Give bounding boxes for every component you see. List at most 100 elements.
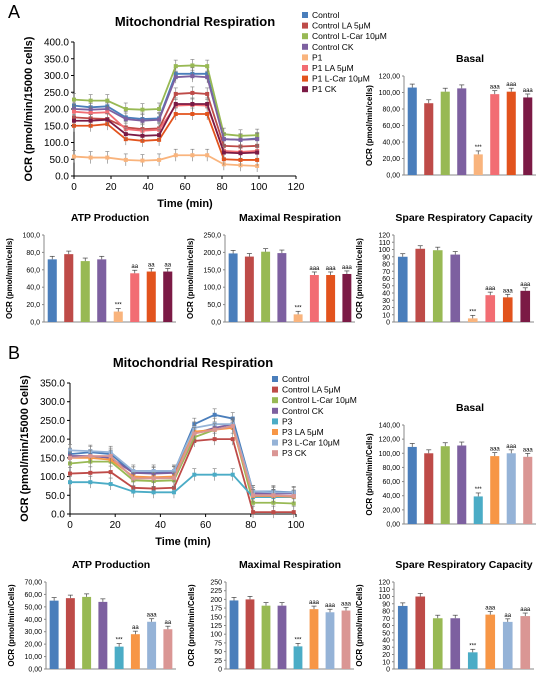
y-tick-label: 60,00: [382, 479, 400, 486]
legend-swatch: [272, 397, 278, 404]
data-point: [72, 97, 76, 102]
significance-label: ***: [295, 305, 303, 311]
data-point: [131, 489, 136, 494]
y-tick-label: 40: [382, 291, 390, 298]
data-point: [157, 107, 162, 111]
data-point: [230, 437, 235, 442]
data-point: [108, 470, 113, 475]
data-point: [173, 91, 178, 96]
significance-label: aa: [504, 613, 511, 619]
y-tick-label: 150: [210, 614, 222, 621]
y-axis-label: OCR (pmol/min/15000 Cells): [19, 375, 31, 522]
y-tick-label: 125: [210, 623, 222, 630]
y-tick-label: 400.0: [44, 38, 69, 49]
data-point: [140, 107, 145, 112]
y-tick-label: 200.0: [44, 105, 69, 116]
bar: [397, 256, 408, 322]
chart-title: Spare Respiratory Capacity: [395, 559, 532, 571]
significance-label: aaa: [326, 266, 337, 272]
y-tick-label: 110: [379, 240, 390, 247]
bar: [97, 259, 107, 322]
series-line: [74, 103, 258, 155]
y-tick-label: 80,00: [382, 107, 400, 114]
y-tick-label: 20: [382, 652, 390, 659]
significance-label: aaa: [523, 88, 534, 94]
y-tick-label: 120,00: [379, 437, 401, 444]
y-axis-label: OCR (pmol/min/cells): [365, 85, 374, 166]
x-axis-label: Time (min): [157, 198, 213, 210]
bar: [506, 91, 516, 175]
data-point: [190, 101, 195, 106]
data-point: [123, 132, 128, 137]
y-tick-label: 10: [382, 312, 390, 319]
legend-entry: Control CK: [282, 406, 324, 416]
bar: [80, 261, 90, 322]
significance-label: aaa: [485, 286, 496, 292]
data-point: [173, 101, 178, 106]
legend-swatch: [302, 12, 308, 18]
y-tick-label: 90: [382, 254, 390, 261]
y-tick-label: 70: [382, 616, 390, 623]
data-point: [192, 431, 197, 436]
y-tick-label: 30: [382, 298, 390, 305]
data-point: [238, 157, 243, 162]
data-point: [171, 468, 176, 473]
significance-label: aaa: [485, 606, 496, 612]
line-chart-A-time: Mitochondrial Respiration 0.0 50.0 100.0 150…: [23, 10, 387, 210]
bar-chart-A-atp: ATP Production 0,0 20,0 40,0 60,0 80,0 100,0 OC…: [5, 212, 176, 327]
data-point: [88, 470, 93, 475]
significance-label: ***: [116, 638, 124, 644]
data-point: [251, 493, 256, 498]
bar: [114, 646, 124, 669]
bar: [450, 618, 461, 669]
legend-swatch: [302, 33, 308, 40]
x-tick-label: 100: [251, 182, 268, 193]
data-point: [291, 501, 296, 506]
legend-entry: Control CK: [312, 42, 354, 52]
significance-label: aaa: [506, 444, 517, 450]
data-point: [173, 64, 178, 69]
bar: [245, 599, 255, 669]
data-point: [88, 111, 93, 116]
bar: [228, 253, 238, 322]
y-tick-label: 40,00: [382, 493, 400, 500]
legend-entry: Control: [282, 374, 310, 384]
bar: [407, 87, 417, 175]
data-point: [140, 158, 145, 163]
y-tick-label: 40: [382, 638, 390, 645]
bar: [326, 275, 336, 322]
bar: [523, 97, 533, 175]
bar: [147, 621, 157, 669]
bar: [47, 259, 57, 322]
legend-entry: P3: [282, 416, 293, 426]
series-p1-ck: [72, 97, 260, 160]
bar: [49, 600, 59, 669]
y-tick-label: 30: [382, 645, 390, 652]
data-point: [190, 63, 195, 68]
y-axis-label: OCR (pmol/min/Cells): [365, 433, 374, 516]
y-tick-label: 80: [382, 262, 390, 269]
legend-swatch: [302, 65, 308, 71]
data-point: [123, 117, 128, 122]
bar: [244, 256, 254, 322]
data-point: [190, 74, 195, 79]
bar-chart-A-maximal: Maximal Respiration 0,0 50,0 100,0 150,0 200,…: [186, 212, 355, 327]
legend-entry: Control L-Car 10μM: [312, 31, 387, 41]
y-axis-label: OCR (pmol/min/Cells): [7, 584, 16, 667]
y-tick-label: 150.0: [44, 121, 69, 132]
data-point: [190, 112, 195, 117]
y-tick-label: 0.0: [51, 510, 65, 521]
y-tick-label: 25: [214, 658, 222, 665]
data-point: [205, 75, 210, 80]
y-tick-label: 30,00: [24, 629, 42, 636]
x-tick-label: 20: [110, 520, 122, 531]
series-p3: [68, 468, 296, 504]
data-point: [72, 154, 76, 159]
legend-swatch: [302, 43, 308, 50]
significance-label: ***: [115, 303, 123, 309]
series-control-la-5-m: [68, 432, 296, 519]
bar: [325, 612, 335, 669]
data-point: [230, 472, 235, 477]
series-line: [73, 92, 258, 148]
bar: [440, 91, 450, 175]
